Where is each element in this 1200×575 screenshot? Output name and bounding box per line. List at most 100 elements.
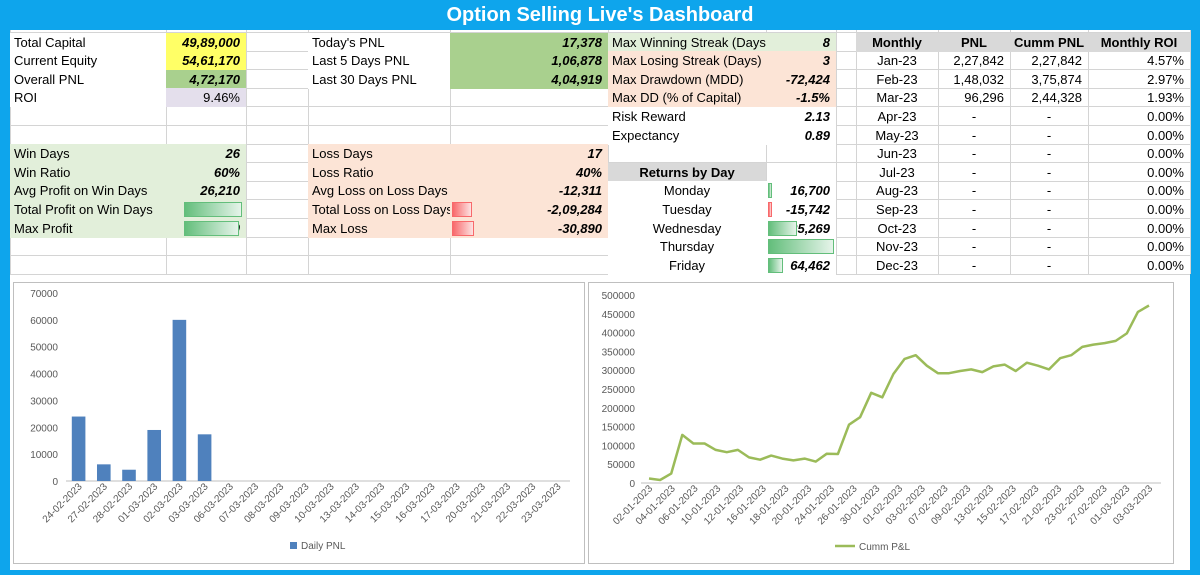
- legend-label: Cumm P&L: [859, 542, 911, 553]
- legend-swatch: [290, 542, 297, 549]
- y-tick-label: 400000: [602, 329, 636, 340]
- monthly-cell: -: [971, 220, 977, 236]
- monthly-cell: -: [971, 239, 977, 255]
- risk-stat-label: Expectancy: [608, 125, 766, 145]
- monthly-cell: 0.00%: [1147, 108, 1184, 124]
- monthly-cell: -: [971, 183, 977, 199]
- daily-pnl-chart-svg: 01000020000300004000050000600007000024-0…: [30, 289, 570, 552]
- monthly-cell: Jul-23: [879, 164, 915, 180]
- bar: [147, 429, 162, 481]
- win-stat-label: Max Profit: [10, 218, 166, 238]
- monthly-cell: 2,27,842: [1031, 53, 1082, 69]
- monthly-cell: Apr-23: [877, 108, 917, 124]
- y-tick-label: 100000: [602, 441, 636, 452]
- risk-stat-value: -1.5%: [766, 88, 836, 108]
- returns-by-day-header: Returns by Day: [608, 162, 766, 182]
- data-bar: [184, 220, 239, 236]
- y-tick-label: 150000: [602, 423, 636, 434]
- loss-stat-label: Avg Loss on Loss Days: [308, 181, 450, 201]
- bar: [172, 319, 187, 481]
- monthly-cell: Nov-23: [876, 239, 918, 255]
- data-bar: [768, 239, 834, 255]
- monthly-cell: 0.00%: [1147, 183, 1184, 199]
- capital-value: 54,61,170: [166, 51, 246, 71]
- monthly-cell: 0.00%: [1147, 201, 1184, 217]
- monthly-cell: -: [971, 108, 977, 124]
- daily-pnl-chart[interactable]: 0 10000 20000 30000 40000 50000 60000 70000 24-0…: [13, 282, 585, 564]
- bar: [71, 416, 86, 481]
- capital-value: 49,89,000: [166, 32, 246, 52]
- monthly-cell: -: [1046, 183, 1052, 199]
- weekday-label: Monday: [608, 181, 766, 201]
- win-stat-label: Win Days: [10, 144, 166, 164]
- weekday-return-value: 2,81,481: [766, 237, 836, 257]
- capital-value: 9.46%: [166, 88, 246, 108]
- monthly-cell: -: [1046, 164, 1052, 180]
- win-stat-label: Total Profit on Win Days: [10, 199, 166, 219]
- monthly-header: Monthly: [856, 32, 938, 52]
- monthly-cell: Sep-23: [876, 201, 918, 217]
- loss-stat-value: 17: [450, 144, 608, 164]
- monthly-cell: 1,48,032: [953, 71, 1004, 87]
- y-tick-label: 0: [629, 479, 635, 490]
- data-bar: [452, 220, 474, 236]
- monthly-cell: -: [971, 127, 977, 143]
- bar: [96, 464, 111, 481]
- y-tick-label: 0: [52, 477, 58, 488]
- risk-stat-label: Max Losing Streak (Days): [608, 51, 766, 71]
- y-tick-label: 70000: [30, 289, 58, 300]
- monthly-cell: 1.93%: [1147, 90, 1184, 106]
- cumm-pnl-chart[interactable]: 0 50000 100000 150000 200000 250000 300000 3500…: [588, 282, 1174, 564]
- monthly-cell: -: [971, 201, 977, 217]
- capital-label: Current Equity: [10, 51, 166, 71]
- pnl-period-label: Today's PNL: [308, 32, 450, 52]
- y-tick-label: 40000: [30, 370, 58, 381]
- risk-stat-label: Max Drawdown (MDD): [608, 69, 766, 89]
- data-bar: [768, 201, 772, 217]
- monthly-cell: -: [1046, 201, 1052, 217]
- cumm-pnl-line: [648, 304, 1150, 482]
- weekday-return-value: 1,25,269: [766, 218, 836, 238]
- monthly-cell: 2,44,328: [1031, 90, 1082, 106]
- monthly-cell: -: [1046, 239, 1052, 255]
- monthly-cell: Jan-23: [877, 53, 917, 69]
- y-tick-label: 500000: [602, 291, 636, 302]
- risk-stat-value: -72,424: [766, 69, 836, 89]
- data-bar: [768, 183, 772, 199]
- loss-stat-value: -2,09,284: [450, 199, 608, 219]
- y-tick-label: 200000: [602, 404, 636, 415]
- monthly-cell: -: [1046, 146, 1052, 162]
- y-tick-label: 20000: [30, 423, 58, 434]
- win-stat-value: 26: [166, 144, 246, 164]
- monthly-cell: Dec-23: [876, 257, 918, 273]
- weekday-return-value: 16,700: [766, 181, 836, 201]
- loss-stat-label: Loss Ratio: [308, 162, 450, 182]
- monthly-cell: 0.00%: [1147, 146, 1184, 162]
- cumm-pnl-chart-svg: 0 50000 100000 150000 200000 250000 300000 3500…: [602, 291, 1161, 553]
- capital-label: Overall PNL: [10, 69, 166, 89]
- monthly-cell: -: [1046, 108, 1052, 124]
- weekday-label: Tuesday: [608, 199, 766, 219]
- dashboard-title: Option Selling Live's Dashboard: [446, 4, 754, 26]
- win-stat-value: 1,04,800: [166, 218, 246, 238]
- capital-label: Total Capital: [10, 32, 166, 52]
- y-tick-label: 50000: [607, 460, 635, 471]
- pnl-period-value: 4,04,919: [450, 69, 608, 89]
- win-stat-label: Avg Profit on Win Days: [10, 181, 166, 201]
- y-tick-label: 50000: [30, 343, 58, 354]
- weekday-label: Friday: [608, 255, 766, 275]
- risk-stat-value: 3: [766, 51, 836, 71]
- loss-stat-label: Max Loss: [308, 218, 450, 238]
- spreadsheet-area: Total Capital 49,89,000 Current Equity 54,6…: [10, 30, 1191, 570]
- data-bar: [768, 257, 784, 273]
- risk-stat-label: Max DD (% of Capital): [608, 88, 766, 108]
- pnl-period-label: Last 5 Days PNL: [308, 51, 450, 71]
- y-tick-label: 450000: [602, 310, 636, 321]
- data-bar: [452, 201, 472, 217]
- monthly-cell: Oct-23: [877, 220, 917, 236]
- loss-stat-label: Total Loss on Loss Days: [308, 199, 450, 219]
- loss-stat-value: 40%: [450, 162, 608, 182]
- y-tick-label: 60000: [30, 316, 58, 327]
- monthly-cell: 0.00%: [1147, 220, 1184, 236]
- monthly-cell: 0.00%: [1147, 257, 1184, 273]
